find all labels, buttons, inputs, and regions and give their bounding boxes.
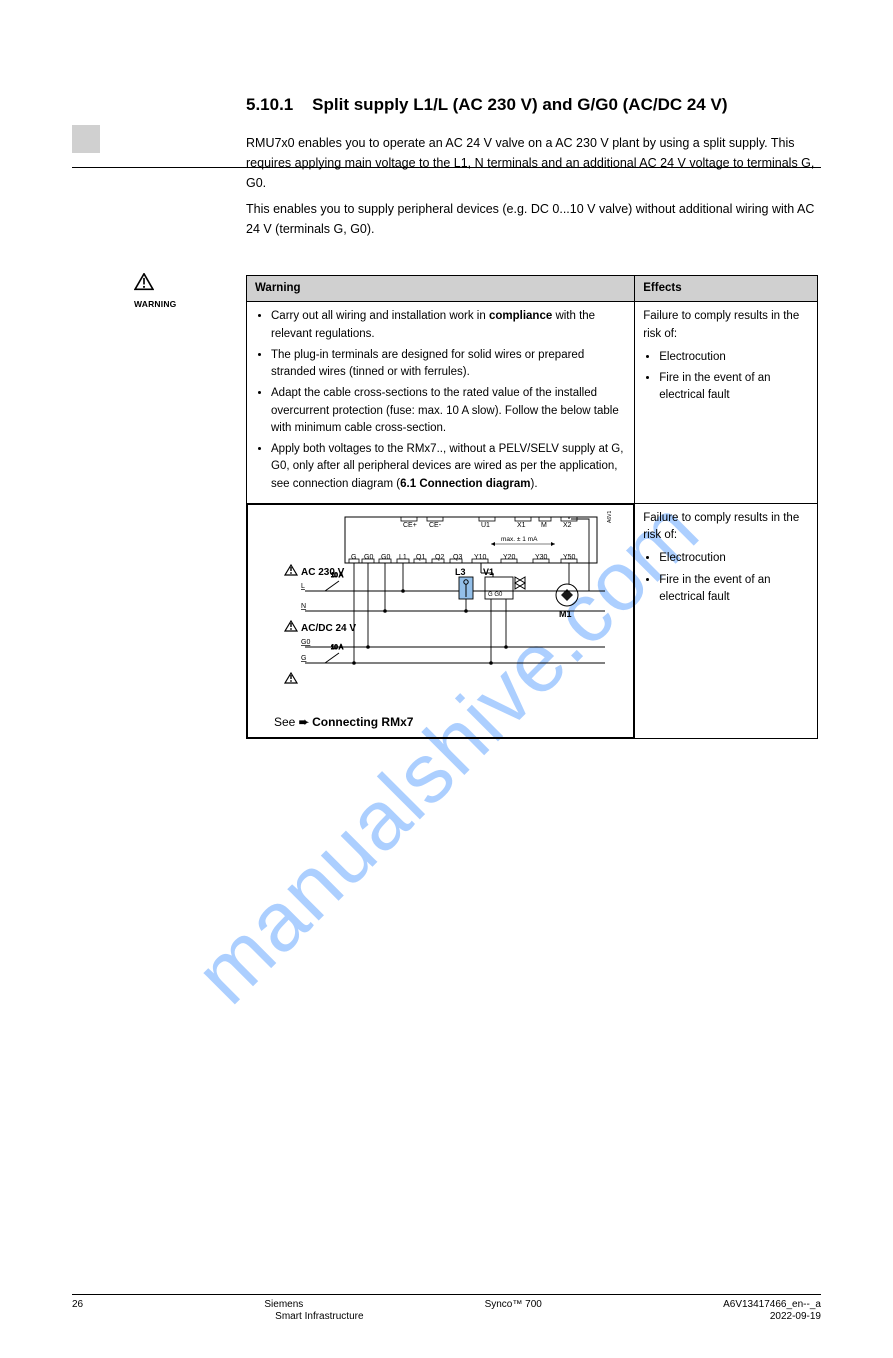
page-footer: 26 Siemens Synco™ 700 A6V13417466_en--_a… [72,1294,821,1322]
svg-text:X2: X2 [563,522,572,529]
svg-text:L1: L1 [399,554,407,561]
footer-doc-id: A6V13417466_en--_a [723,1299,821,1310]
acdc24-label: AC/DC 24 V [285,621,356,634]
section-heading: Split supply L1/L (AC 230 V) and G/G0 (A… [312,95,727,114]
intro-p2: This enables you to supply peripheral de… [246,199,821,239]
svg-text:Y50: Y50 [563,554,576,561]
list-item: Fire in the event of an electrical fault [659,572,809,607]
section-number: 5.10.1 [246,95,293,114]
warning-label: WARNING [134,298,176,312]
section-title: 5.10.1 Split supply L1/L (AC 230 V) and … [246,95,821,115]
warning-block: WARNING Warning Effects Carry out all wi… [246,275,821,739]
svg-text:max. ± 1 mA: max. ± 1 mA [501,536,538,543]
effects-lead: Failure to comply results in the risk of… [643,510,809,545]
svg-text:M: M [541,522,547,529]
wiring-diagram: A6V11345960en06 CE+ CE- U1 X1 M X2 [263,511,619,707]
intro-p1: RMU7x0 enables you to operate an AC 24 V… [246,133,821,193]
table-row: Carry out all wiring and installation wo… [247,302,818,504]
svg-text:10 A: 10 A [331,645,343,651]
cell-diagram: A6V11345960en06 CE+ CE- U1 X1 M X2 [247,504,634,738]
warning-triangle-icon [134,273,154,291]
list-item: Electrocution [659,550,809,567]
table-row: A6V11345960en06 CE+ CE- U1 X1 M X2 [247,503,818,738]
svg-text:CE+: CE+ [403,522,417,529]
svg-text:Q1: Q1 [416,554,425,561]
svg-text:X1: X1 [517,522,526,529]
svg-text:AC/DC 24 V: AC/DC 24 V [301,623,356,634]
header-rule [72,167,821,168]
list-item: The plug-in terminals are designed for s… [271,347,626,382]
svg-text:G0: G0 [364,554,373,561]
svg-text:Y30: Y30 [535,554,548,561]
list-item: Adapt the cable cross-sections to the ra… [271,385,626,437]
cell-warnings-1: Carry out all wiring and installation wo… [247,302,635,504]
footer-date: 2022-09-19 [770,1311,821,1322]
cell-effects-2: Failure to comply results in the risk of… [635,503,818,738]
header-grey-box [72,125,100,153]
svg-text:Q2: Q2 [435,554,444,561]
svg-text:L3: L3 [455,567,466,577]
svg-text:10 A: 10 A [331,573,343,579]
svg-text:G: G [301,655,306,662]
th-warning: Warning [247,276,635,302]
svg-text:V1: V1 [483,567,494,577]
footer-bu: Smart Infrastructure [275,1311,363,1322]
list-item: Fire in the event of an electrical fault [659,370,809,405]
svg-text:G0: G0 [381,554,390,561]
svg-text:Y10: Y10 [474,554,487,561]
footer-company: Siemens [264,1299,303,1310]
svg-text:L: L [301,583,305,590]
svg-text:U1: U1 [481,522,490,529]
footer-page-no: 26 [72,1299,83,1310]
effects-lead: Failure to comply results in the risk of… [643,308,809,343]
list-item: Apply both voltages to the RMx7.., witho… [271,441,626,493]
warning-table: Warning Effects Carry out all wiring and… [246,275,818,739]
body-text: RMU7x0 enables you to operate an AC 24 V… [246,133,821,739]
warning-marker: WARNING [134,273,176,312]
footer-product: Synco™ 700 [485,1299,542,1310]
cell-effects-1: Failure to comply results in the risk of… [635,302,818,504]
svg-text:G0: G0 [301,639,310,646]
diagram-side-code: A6V11345960en06 [607,511,613,523]
svg-text:Y20: Y20 [503,554,516,561]
diagram-see-text: See ➨ Connecting RMx7 [274,713,413,731]
svg-text:CE-: CE- [429,522,442,529]
list-item: Electrocution [659,349,809,366]
svg-text:G: G [351,554,356,561]
list-item: Carry out all wiring and installation wo… [271,308,626,343]
th-effects: Effects [635,276,818,302]
svg-text:M1: M1 [559,609,572,619]
table-header-row: Warning Effects [247,276,818,302]
svg-text:Q3: Q3 [453,554,462,561]
svg-text:G G0: G G0 [488,592,503,598]
svg-text:N: N [301,603,306,610]
